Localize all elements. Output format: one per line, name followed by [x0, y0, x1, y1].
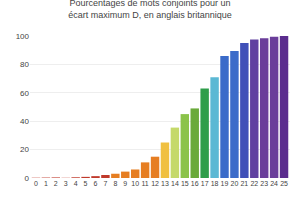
svg-text:23: 23 — [260, 180, 268, 187]
svg-text:11: 11 — [141, 180, 148, 187]
svg-text:20: 20 — [20, 145, 29, 154]
svg-text:16: 16 — [191, 180, 199, 187]
svg-text:9: 9 — [123, 180, 127, 187]
svg-text:6: 6 — [94, 180, 98, 187]
svg-text:Pourcentages de mots conjoints: Pourcentages de mots conjoints pour unéc… — [68, 0, 232, 20]
svg-text:1: 1 — [44, 180, 48, 187]
svg-text:0: 0 — [34, 180, 38, 187]
svg-text:2: 2 — [54, 180, 58, 187]
svg-text:15: 15 — [181, 180, 189, 187]
svg-text:80: 80 — [20, 60, 29, 69]
svg-text:100: 100 — [16, 32, 30, 41]
svg-text:21: 21 — [240, 180, 248, 187]
svg-text:25: 25 — [280, 180, 288, 187]
svg-text:60: 60 — [20, 89, 29, 98]
svg-text:13: 13 — [161, 180, 169, 187]
svg-text:24: 24 — [270, 180, 278, 187]
svg-text:7: 7 — [103, 180, 107, 187]
svg-text:0: 0 — [25, 174, 30, 183]
svg-text:10: 10 — [131, 180, 139, 187]
svg-text:12: 12 — [151, 180, 159, 187]
svg-text:18: 18 — [211, 180, 219, 187]
svg-text:19: 19 — [221, 180, 229, 187]
svg-text:8: 8 — [113, 180, 117, 187]
svg-text:14: 14 — [171, 180, 179, 187]
svg-text:20: 20 — [231, 180, 239, 187]
svg-text:40: 40 — [20, 117, 29, 126]
svg-text:5: 5 — [84, 180, 88, 187]
svg-text:22: 22 — [250, 180, 258, 187]
svg-text:17: 17 — [201, 180, 209, 187]
svg-text:4: 4 — [74, 180, 78, 187]
svg-text:3: 3 — [64, 180, 68, 187]
